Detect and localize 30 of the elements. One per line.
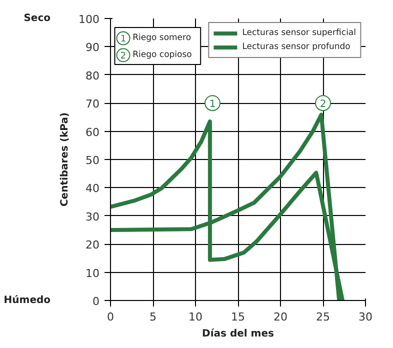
legend-label: Lecturas sensor profundo [242, 41, 350, 53]
y-tick-label: 40 [86, 182, 100, 196]
y-tick-label: 50 [86, 154, 100, 167]
text: Húmedo [4, 295, 51, 306]
x-tick-label: 15 [231, 310, 245, 324]
y-tick-label: 80 [86, 69, 100, 82]
x-tick-label: 10 [188, 310, 202, 324]
annotation: 1 [209, 99, 216, 110]
x-tick-label: 30 [358, 310, 372, 324]
y-axis-title: Centibares (kPa) [60, 112, 71, 207]
annotation: Riego somero [132, 33, 192, 44]
x-axis-title: Días del mes [202, 328, 274, 340]
y-tick-label: 70 [86, 98, 100, 111]
legend-label: Lecturas sensor superficial [242, 27, 356, 39]
annotation: 2 [320, 99, 326, 110]
y-tick-label: 20 [86, 238, 100, 252]
x-tick-label: 25 [316, 310, 330, 324]
text: 2 [120, 52, 126, 62]
y-tick-label: 10 [86, 266, 100, 280]
text: Seco [24, 13, 51, 24]
x-tick-label: 5 [150, 310, 156, 324]
annotation: Riego copioso [132, 50, 192, 60]
y-tick-label: 0 [92, 295, 100, 308]
y-tick-label: 60 [86, 126, 100, 139]
x-tick-label: 20 [274, 310, 288, 324]
x-tick-label: 0 [107, 310, 114, 324]
y-tick-label: 90 [86, 41, 100, 54]
y-tick-label: 30 [86, 210, 100, 224]
text: 1 [120, 34, 126, 45]
y-tick-label: 100 [78, 13, 100, 26]
